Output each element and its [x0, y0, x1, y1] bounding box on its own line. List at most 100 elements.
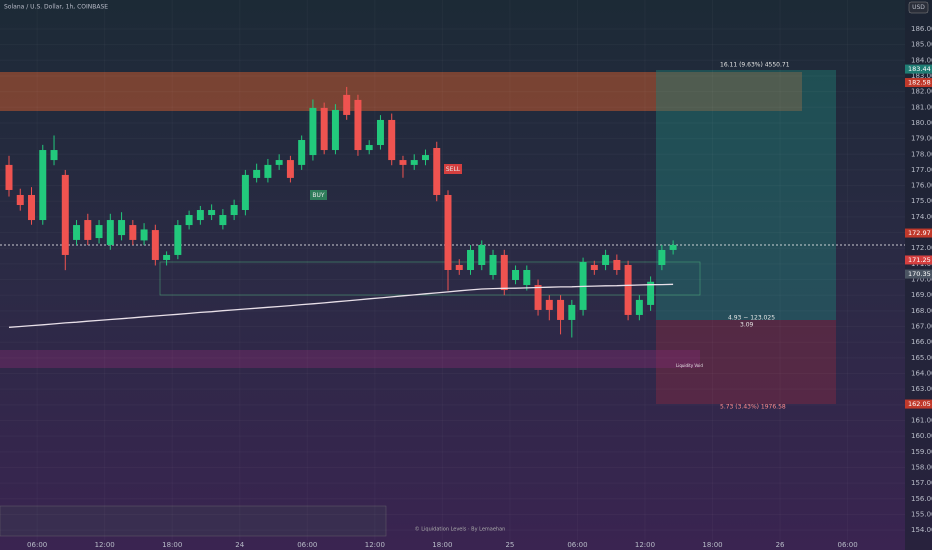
price-label: 171.25	[908, 256, 931, 264]
x-tick-label: 06:00	[27, 541, 47, 549]
price-label: 182.58	[908, 79, 931, 87]
liquidity-band	[0, 350, 700, 368]
x-tick-label: 12:00	[95, 541, 115, 549]
candle-body	[320, 107, 328, 151]
candle-body	[241, 174, 249, 211]
currency[interactable]: USD	[912, 4, 925, 11]
candle-body	[635, 299, 643, 315]
y-tick-label: 172.00	[911, 244, 932, 252]
price-label-box	[905, 64, 932, 74]
y-tick-label: 184.00	[911, 56, 932, 64]
x-tick-label: 12:00	[365, 541, 385, 549]
y-tick-label: 186.00	[911, 25, 932, 33]
currency-button[interactable]	[908, 1, 929, 14]
y-tick-label: 174.00	[911, 213, 932, 221]
sell-label: SELL	[446, 166, 461, 173]
y-tick-label: 182.00	[911, 88, 932, 96]
x-tick-label: 06:00	[297, 541, 317, 549]
y-tick-label: 183.00	[911, 72, 932, 80]
y-tick-label: 170.00	[911, 276, 932, 284]
sell-badge	[444, 164, 462, 174]
y-tick-label: 165.00	[911, 354, 932, 362]
buy-label: BUY	[312, 192, 325, 199]
demand-zone	[159, 261, 701, 296]
candle-body	[298, 140, 306, 165]
candle-body	[410, 160, 418, 165]
candle-body	[174, 225, 182, 255]
candle-body	[230, 205, 238, 216]
candle-body	[613, 259, 621, 270]
candle-body	[399, 160, 407, 165]
candle-body	[478, 244, 486, 265]
y-tick-label: 157.00	[911, 479, 932, 487]
y-tick-label: 163.00	[911, 385, 932, 393]
price-label: 172.97	[908, 229, 931, 237]
x-tick-label: 06:00	[837, 541, 857, 549]
candle-body	[61, 174, 69, 255]
y-tick-label: 166.00	[911, 338, 932, 346]
candle-body	[129, 225, 137, 240]
candle-body	[50, 150, 58, 161]
candle-body	[523, 270, 531, 286]
y-tick-label: 181.00	[911, 103, 932, 111]
candle-body	[331, 109, 339, 151]
y-tick-label: 155.00	[911, 510, 932, 518]
candle-body	[365, 145, 373, 151]
candle-body	[455, 264, 463, 270]
candle-body	[196, 210, 204, 221]
entry-label: 4.93 − 123.025	[728, 315, 775, 322]
candle-body	[73, 225, 81, 240]
y-tick-label: 169.00	[911, 291, 932, 299]
candle-body	[16, 194, 24, 206]
price-label: 162.05	[908, 400, 931, 408]
y-tick-label: 178.00	[911, 150, 932, 158]
candle-body	[557, 299, 565, 320]
candle-body	[388, 119, 396, 161]
x-tick-label: 24	[235, 541, 244, 549]
candle-body	[28, 194, 36, 221]
candle-body	[433, 147, 441, 195]
title: Solana / U.S. Dollar, 1h, COINBASE	[4, 4, 108, 11]
price-label: 170.35	[908, 270, 931, 278]
y-tick-label: 167.00	[911, 323, 932, 331]
candle-body	[658, 249, 666, 265]
candle-body	[647, 281, 655, 305]
price-label-box	[905, 399, 932, 409]
candle-body	[151, 230, 159, 260]
y-tick-label: 177.00	[911, 166, 932, 174]
price-label: 183.44	[908, 65, 931, 73]
y-tick-label: 158.00	[911, 463, 932, 471]
y-tick-label: 185.00	[911, 41, 932, 49]
price-label-box	[905, 255, 932, 265]
candle-body	[343, 94, 351, 115]
target-box	[656, 70, 836, 320]
candle-body	[219, 215, 227, 226]
candle-body	[467, 249, 474, 270]
candle-body	[669, 244, 677, 250]
candle-body	[354, 99, 362, 151]
candle-body	[140, 229, 148, 241]
ratio-label: 3.09	[740, 322, 754, 329]
candle-body	[534, 285, 542, 310]
candle-body	[500, 254, 508, 291]
candle-body	[568, 304, 576, 320]
stop-box	[656, 320, 836, 404]
candle-body	[275, 160, 283, 165]
candle-body	[309, 107, 317, 156]
y-tick-label: 176.00	[911, 182, 932, 190]
x-tick-label: 25	[505, 541, 514, 549]
panel-box	[0, 505, 387, 537]
price-label-box	[905, 228, 932, 238]
candle-body	[106, 220, 114, 245]
x-tick-label: 18:00	[702, 541, 722, 549]
y-tick-label: 164.00	[911, 370, 932, 378]
candle-body	[602, 254, 610, 265]
y-tick-label: 180.00	[911, 119, 932, 127]
y-tick-label: 168.00	[911, 307, 932, 315]
stop-label: 5.73 (3.43%) 1976.58	[720, 404, 786, 411]
candle-body	[444, 194, 452, 270]
candle-body	[208, 210, 216, 216]
buy-badge	[310, 190, 327, 200]
candle-body	[253, 169, 261, 178]
candle-body	[185, 215, 193, 226]
